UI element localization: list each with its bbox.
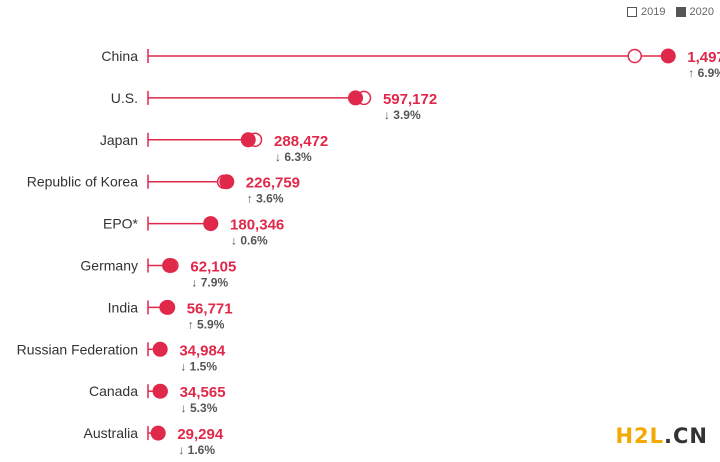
change-label: ↓ 7.9% [191, 276, 228, 290]
value-label: 34,984 [179, 342, 226, 359]
category-label: India [108, 299, 139, 315]
category-label: U.S. [111, 90, 138, 106]
change-label: ↓ 1.6% [178, 443, 215, 457]
dot-2019 [627, 48, 642, 64]
value-label: 56,771 [187, 300, 233, 317]
dot-2020 [152, 383, 168, 399]
value-label: 62,105 [190, 259, 236, 276]
category-label: Japan [100, 132, 138, 148]
change-label: ↑ 5.9% [188, 317, 225, 331]
change-label: ↓ 6.3% [275, 150, 312, 164]
change-label: ↑ 3.6% [247, 192, 284, 206]
dot-2020 [160, 299, 176, 315]
value-label: 180,346 [230, 217, 284, 234]
value-label: 29,294 [177, 426, 224, 443]
category-label: EPO* [103, 216, 139, 232]
dot-2020 [219, 174, 235, 190]
watermark-logo: H2L.CN [615, 424, 708, 448]
category-label: Republic of Korea [27, 174, 139, 190]
category-label: Australia [84, 425, 139, 441]
dot-2020 [152, 341, 168, 357]
legend-item-2019[interactable]: 2019 [627, 6, 666, 18]
legend-label-2019: 2019 [641, 6, 666, 18]
value-label: 288,472 [274, 133, 328, 150]
change-label: ↓ 5.3% [181, 401, 218, 415]
category-label: China [101, 48, 138, 64]
change-label: ↓ 0.6% [231, 234, 268, 248]
dot-2020 [162, 258, 178, 273]
change-label: ↓ 3.9% [384, 108, 421, 122]
category-label: Canada [89, 383, 138, 399]
value-label: 1,497,159 [687, 49, 720, 66]
change-label: ↓ 1.5% [180, 359, 217, 373]
dot-2020 [203, 216, 219, 232]
dot-2020 [240, 132, 256, 148]
value-label: 597,172 [383, 91, 437, 108]
dot-2020 [150, 425, 166, 441]
value-label: 34,565 [180, 384, 226, 401]
legend: 2019 2020 [627, 6, 714, 18]
change-label: ↑ 6.9% [688, 66, 720, 80]
category-label: Germany [80, 258, 138, 274]
legend-item-2020[interactable]: 2020 [675, 6, 714, 18]
category-label: Russian Federation [17, 341, 138, 357]
legend-swatch-2020 [675, 7, 686, 17]
dot-2020 [348, 90, 364, 106]
legend-swatch-2019 [627, 7, 638, 17]
dot-2020 [660, 48, 676, 64]
legend-label-2020: 2020 [689, 6, 714, 18]
value-label: 226,759 [246, 175, 300, 192]
